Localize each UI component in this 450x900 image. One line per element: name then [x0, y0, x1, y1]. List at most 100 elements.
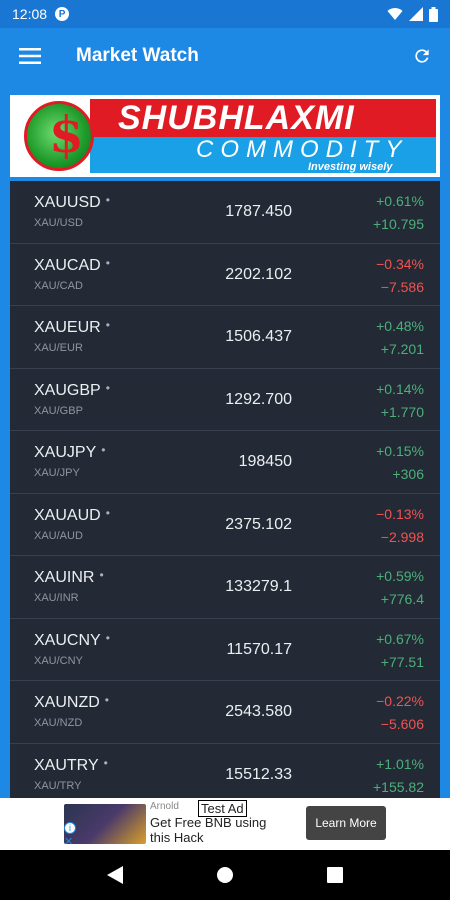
- quote-row[interactable]: XAUCNY • XAU/CNY 11570.17 +0.67% +77.51: [10, 619, 440, 681]
- quote-price: 198450: [238, 453, 292, 470]
- home-button[interactable]: [205, 855, 245, 895]
- refresh-icon: [415, 49, 429, 63]
- globe-logo-icon: $: [24, 101, 94, 171]
- quote-value-change: +10.795: [373, 216, 424, 232]
- home-icon: [217, 867, 233, 883]
- ad-label: Test Ad: [198, 800, 247, 817]
- quote-row[interactable]: XAUAUD • XAU/AUD 2375.102 −0.13% −2.998: [10, 494, 440, 556]
- quote-row[interactable]: XAUJPY • XAU/JPY 198450 +0.15% +306: [10, 431, 440, 494]
- quote-row[interactable]: XAUGBP • XAU/GBP 1292.700 +0.14% +1.770: [10, 369, 440, 431]
- quote-price: 1506.437: [225, 328, 292, 345]
- system-nav-bar: [0, 850, 450, 900]
- quote-row[interactable]: XAUTRY • XAU/TRY 15512.33 +1.01% +155.82: [10, 744, 440, 799]
- bullet-dot-icon: •: [105, 193, 110, 207]
- bullet-dot-icon: •: [104, 693, 109, 707]
- quote-pair: XAU/USD: [34, 217, 83, 229]
- quote-symbol-text: XAUNZD: [34, 694, 100, 711]
- bullet-dot-icon: •: [101, 443, 106, 457]
- bullet-dot-icon: •: [99, 568, 104, 582]
- quote-price: 133279.1: [225, 578, 292, 595]
- quote-percent-change: +0.67%: [376, 630, 424, 647]
- quote-symbol-text: XAUINR: [34, 569, 95, 586]
- bullet-dot-icon: •: [105, 255, 110, 270]
- quote-symbol-text: XAUEUR: [34, 319, 101, 336]
- quote-pair: XAU/GBP: [34, 404, 83, 417]
- quote-row[interactable]: XAUINR • XAU/INR 133279.1 +0.59% +776.4: [10, 556, 440, 619]
- ad-info-icon[interactable]: i: [64, 822, 76, 834]
- quote-value-change: +306: [392, 466, 424, 482]
- menu-button[interactable]: [0, 28, 60, 84]
- quote-price: 15512.33: [225, 765, 292, 783]
- brand-name: SHUBHLAXMI: [118, 99, 355, 137]
- ad-close-icon[interactable]: ✕: [64, 836, 74, 848]
- quote-value-change: +77.51: [380, 653, 424, 670]
- quote-symbol-text: XAUJPY: [34, 444, 97, 461]
- status-bar: 12:08 P: [0, 0, 450, 28]
- quote-symbol: XAUAUD •: [34, 506, 110, 525]
- banner-blue-band: [90, 137, 436, 173]
- quote-row[interactable]: XAUEUR • XAU/EUR 1506.437 +0.48% +7.201: [10, 306, 440, 369]
- quote-value-change: +155.82: [373, 778, 424, 795]
- quote-symbol: XAUNZD •: [34, 693, 109, 712]
- quote-pair: XAU/JPY: [34, 467, 80, 479]
- ad-headline: Get Free BNB using this Hack: [150, 815, 267, 845]
- quote-symbol: XAUCNY •: [34, 631, 110, 650]
- ad-advertiser: Arnold: [150, 801, 179, 812]
- quote-price: 1787.450: [225, 203, 292, 220]
- quote-symbol-text: XAUTRY: [34, 756, 99, 774]
- recents-icon: [327, 867, 343, 883]
- quote-percent-change: +0.61%: [376, 193, 424, 209]
- quote-percent-change: +0.59%: [376, 568, 424, 584]
- quote-symbol: XAUCAD •: [34, 256, 110, 275]
- quote-symbol: XAUTRY •: [34, 756, 108, 775]
- quote-symbol: XAUJPY •: [34, 443, 105, 462]
- quote-value-change: +1.770: [380, 403, 424, 420]
- quote-symbol-text: XAUCNY: [34, 631, 101, 649]
- quote-value-change: −2.998: [380, 528, 424, 545]
- page-title: Market Watch: [76, 45, 199, 66]
- quote-symbol: XAUUSD •: [34, 193, 110, 212]
- brand-banner: $ SHUBHLAXMI COMMODITY Investing wisely: [8, 93, 442, 179]
- notification-icon: P: [55, 7, 70, 21]
- signal-icon: [409, 7, 423, 21]
- quote-symbol-text: XAUUSD: [34, 194, 101, 211]
- quote-percent-change: −0.13%: [376, 505, 424, 522]
- quote-symbol: XAUINR •: [34, 568, 104, 587]
- bullet-dot-icon: •: [105, 505, 110, 520]
- wifi-icon: [387, 8, 403, 20]
- ad-image: [64, 804, 146, 844]
- bullet-dot-icon: •: [105, 318, 110, 332]
- quote-value-change: +7.201: [380, 341, 424, 357]
- quote-percent-change: +0.48%: [376, 318, 424, 334]
- ad-cta-button[interactable]: Learn More: [306, 806, 386, 840]
- quote-pair: XAU/NZD: [34, 717, 83, 729]
- ad-banner[interactable]: i ✕ Arnold Test Ad Get Free BNB using th…: [0, 798, 450, 850]
- battery-icon: [429, 6, 438, 22]
- quote-pair: XAU/EUR: [34, 342, 83, 354]
- quote-symbol-text: XAUAUD: [34, 506, 101, 524]
- quote-pair: XAU/CAD: [34, 279, 83, 292]
- recents-button[interactable]: [315, 855, 355, 895]
- quote-price: 2202.102: [225, 265, 292, 283]
- quote-value-change: −7.586: [380, 278, 424, 295]
- quote-pair: XAU/AUD: [34, 529, 83, 542]
- banner-red-band: [90, 99, 436, 137]
- quote-percent-change: −0.34%: [376, 255, 424, 272]
- quote-symbol-text: XAUCAD: [34, 256, 101, 274]
- back-button[interactable]: [95, 855, 135, 895]
- brand-tagline: Investing wisely: [308, 161, 393, 173]
- quote-symbol-text: XAUGBP: [34, 381, 101, 399]
- app-bar: Market Watch: [0, 28, 450, 84]
- quote-price: 11570.17: [226, 640, 292, 658]
- refresh-button[interactable]: [394, 28, 450, 84]
- bullet-dot-icon: •: [103, 755, 108, 770]
- quote-row[interactable]: XAUUSD • XAU/USD 1787.450 +0.61% +10.795: [10, 181, 440, 244]
- bullet-dot-icon: •: [105, 380, 110, 395]
- quote-price: 1292.700: [225, 390, 292, 408]
- quote-value-change: +776.4: [380, 591, 424, 607]
- status-icons: [387, 6, 438, 22]
- quote-row[interactable]: XAUNZD • XAU/NZD 2543.580 −0.22% −5.606: [10, 681, 440, 744]
- quote-percent-change: −0.22%: [376, 693, 424, 709]
- quote-row[interactable]: XAUCAD • XAU/CAD 2202.102 −0.34% −7.586: [10, 244, 440, 306]
- brand-subtitle: COMMODITY: [196, 136, 409, 163]
